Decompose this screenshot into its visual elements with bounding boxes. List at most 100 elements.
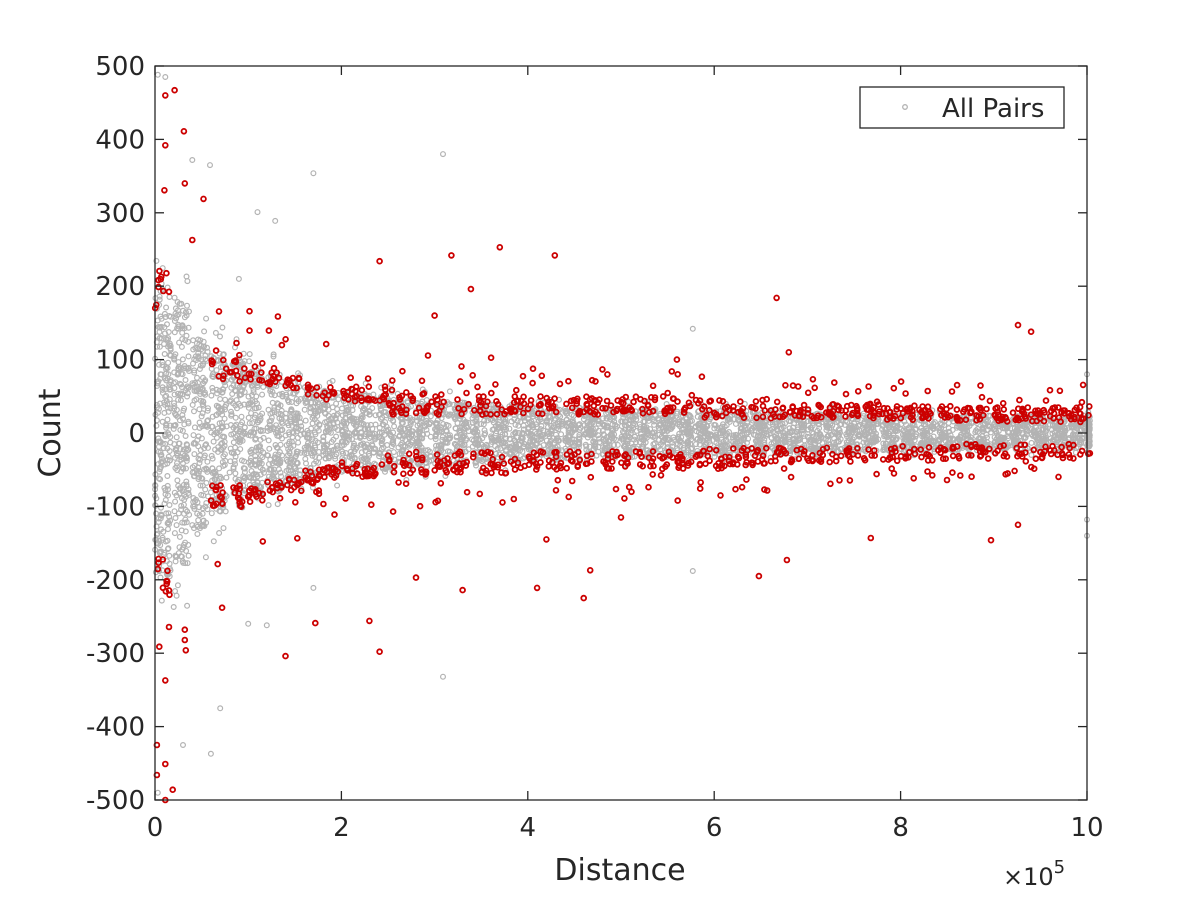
point-all-pairs bbox=[216, 465, 223, 472]
point-all-pairs bbox=[181, 421, 188, 428]
point-all-pairs bbox=[364, 425, 371, 432]
point-all-pairs bbox=[294, 460, 301, 467]
point-all-pairs bbox=[193, 340, 200, 347]
point-all-pairs bbox=[308, 399, 315, 406]
point-all-pairs bbox=[218, 475, 225, 482]
point-all-pairs bbox=[208, 452, 215, 459]
point-all-pairs bbox=[164, 473, 171, 480]
point-all-pairs bbox=[237, 446, 244, 453]
point-all-pairs bbox=[202, 422, 209, 429]
point-all-pairs bbox=[282, 432, 289, 439]
point-all-pairs bbox=[204, 407, 211, 414]
point-all-pairs bbox=[183, 483, 190, 490]
point-all-pairs bbox=[190, 432, 197, 439]
point-all-pairs bbox=[177, 390, 184, 397]
point-all-pairs bbox=[159, 386, 166, 393]
point-all-pairs bbox=[308, 405, 315, 412]
point-all-pairs bbox=[285, 397, 292, 404]
point-all-pairs bbox=[171, 530, 178, 537]
point-all-pairs bbox=[166, 457, 173, 464]
point-all-pairs bbox=[328, 439, 335, 446]
point-all-pairs bbox=[320, 438, 327, 445]
point-all-pairs bbox=[248, 475, 255, 482]
point-all-pairs bbox=[361, 426, 368, 433]
point-all-pairs bbox=[351, 429, 358, 436]
point-all-pairs bbox=[255, 404, 262, 411]
point-all-pairs bbox=[220, 525, 227, 532]
point-all-pairs bbox=[238, 413, 245, 420]
point-all-pairs bbox=[277, 469, 284, 476]
point-all-pairs bbox=[172, 498, 179, 505]
point-all-pairs bbox=[159, 534, 166, 541]
point-all-pairs bbox=[220, 503, 227, 510]
point-all-pairs bbox=[237, 437, 244, 444]
point-all-pairs bbox=[291, 390, 298, 397]
point-all-pairs bbox=[366, 408, 373, 415]
point-all-pairs bbox=[165, 453, 172, 460]
point-all-pairs bbox=[308, 425, 315, 432]
point-all-pairs bbox=[351, 440, 358, 447]
point-all-pairs bbox=[267, 466, 274, 473]
point-all-pairs bbox=[232, 470, 239, 477]
point-all-pairs bbox=[257, 428, 264, 435]
point-all-pairs bbox=[186, 511, 193, 518]
point-all-pairs bbox=[193, 396, 200, 403]
point-all-pairs bbox=[203, 315, 210, 322]
point-all-pairs bbox=[178, 397, 185, 404]
point-all-pairs bbox=[359, 407, 366, 414]
point-all-pairs bbox=[177, 427, 184, 434]
point-all-pairs bbox=[271, 392, 278, 399]
point-all-pairs bbox=[161, 484, 168, 491]
point-all-pairs bbox=[175, 365, 182, 372]
point-all-pairs bbox=[287, 458, 294, 465]
point-all-pairs bbox=[165, 430, 172, 437]
point-all-pairs bbox=[156, 549, 163, 556]
point-all-pairs bbox=[166, 313, 173, 320]
point-all-pairs bbox=[222, 508, 229, 515]
point-all-pairs bbox=[153, 523, 160, 530]
point-all-pairs bbox=[199, 401, 206, 408]
point-all-pairs bbox=[161, 409, 168, 416]
point-all-pairs bbox=[250, 386, 257, 393]
point-all-pairs bbox=[196, 406, 203, 413]
point-all-pairs bbox=[266, 461, 273, 468]
point-all-pairs bbox=[366, 452, 373, 459]
point-all-pairs bbox=[197, 391, 204, 398]
point-all-pairs bbox=[157, 449, 164, 456]
point-all-pairs bbox=[159, 455, 166, 462]
point-all-pairs bbox=[209, 371, 216, 378]
point-all-pairs bbox=[229, 449, 236, 456]
point-all-pairs bbox=[301, 395, 308, 402]
point-all-pairs bbox=[290, 430, 297, 437]
point-all-pairs bbox=[332, 415, 339, 422]
point-all-pairs bbox=[304, 443, 311, 450]
point-all-pairs bbox=[228, 411, 235, 418]
point-all-pairs bbox=[160, 528, 167, 535]
point-all-pairs bbox=[166, 502, 173, 509]
point-all-pairs bbox=[185, 324, 192, 331]
point-all-pairs bbox=[172, 411, 179, 418]
point-all-pairs bbox=[363, 441, 370, 448]
point-all-pairs bbox=[164, 445, 171, 452]
point-all-pairs bbox=[198, 356, 205, 363]
point-all-pairs bbox=[353, 418, 360, 425]
point-all-pairs bbox=[220, 386, 227, 393]
point-all-pairs bbox=[166, 560, 173, 567]
point-all-pairs bbox=[200, 374, 207, 381]
point-all-pairs bbox=[250, 389, 257, 396]
point-all-pairs bbox=[297, 431, 304, 438]
point-all-pairs bbox=[271, 404, 278, 411]
point-all-pairs bbox=[184, 302, 191, 309]
point-all-pairs bbox=[292, 453, 299, 460]
point-all-pairs bbox=[162, 421, 169, 428]
point-all-pairs bbox=[219, 324, 226, 331]
point-all-pairs bbox=[270, 470, 277, 477]
point-all-pairs bbox=[163, 304, 170, 311]
point-all-pairs bbox=[259, 391, 266, 398]
point-all-pairs bbox=[251, 461, 258, 468]
point-all-pairs bbox=[184, 602, 191, 609]
point-all-pairs bbox=[173, 592, 180, 599]
point-all-pairs bbox=[286, 448, 293, 455]
point-all-pairs bbox=[221, 415, 228, 422]
point-all-pairs bbox=[228, 384, 235, 391]
